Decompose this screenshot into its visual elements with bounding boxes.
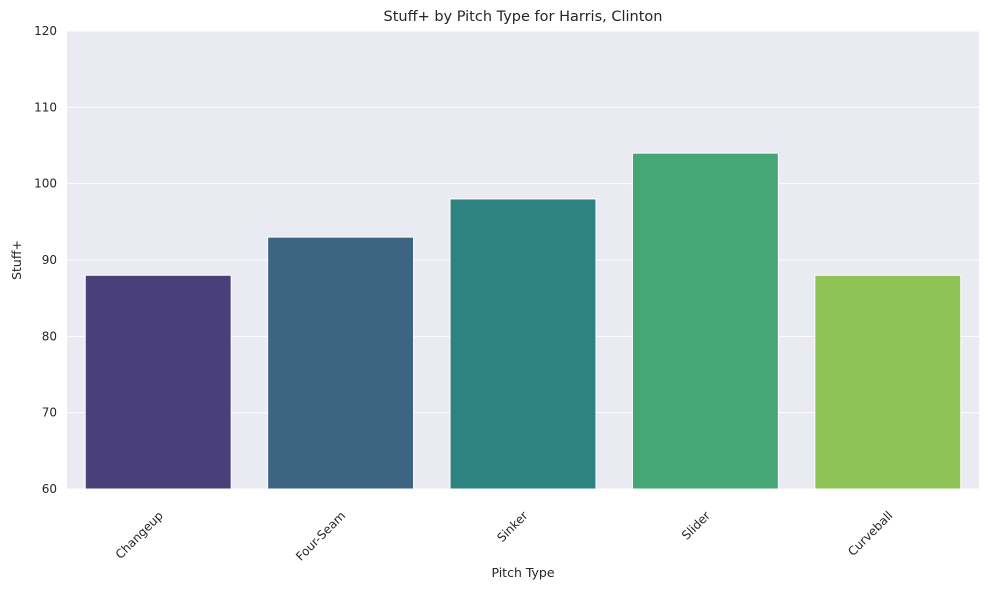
y-tick-label: 80: [42, 329, 57, 343]
bar-changeup: [84, 274, 232, 490]
y-tick-label: 70: [42, 406, 57, 420]
bar-four-seam: [267, 236, 415, 490]
x-axis-ticks: Changeup Four-Seam Sinker Slider Curveball: [113, 508, 896, 563]
bar-sinker: [449, 198, 597, 490]
x-tick-label: Changeup: [113, 509, 166, 562]
chart-title: Stuff+ by Pitch Type for Harris, Clinton: [384, 9, 663, 25]
y-axis-label: Stuff+: [9, 240, 24, 280]
x-tick-label: Sinker: [494, 508, 530, 544]
y-tick-label: 90: [42, 253, 57, 267]
x-tick-label: Slider: [679, 508, 713, 542]
x-tick-label: Four-Seam: [293, 509, 348, 564]
y-tick-label: 110: [34, 100, 57, 114]
bar-slider: [631, 152, 779, 490]
y-tick-label: 120: [34, 24, 57, 38]
x-tick-label: Curveball: [845, 509, 895, 559]
x-axis-label: Pitch Type: [491, 565, 554, 580]
bars: [84, 152, 962, 490]
bar-curveball: [814, 274, 962, 490]
y-axis-ticks: 60 70 80 90 100 110 120: [34, 24, 57, 496]
y-tick-label: 100: [34, 177, 57, 191]
y-tick-label: 60: [42, 482, 57, 496]
